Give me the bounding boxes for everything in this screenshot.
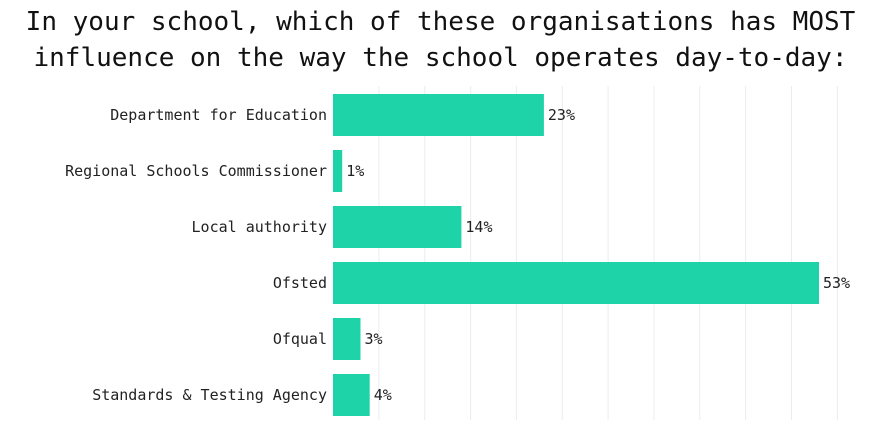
data-label-local-authority: 14% <box>465 218 492 236</box>
bar-ofqual <box>333 318 361 360</box>
bar-ofsted <box>333 262 819 304</box>
category-label-standards-testing-agency: Standards & Testing Agency <box>92 386 327 404</box>
bar-department-for-education <box>333 94 544 136</box>
bar-local-authority <box>333 206 462 248</box>
chart-title-line-2: influence on the way the school operates… <box>33 43 848 73</box>
chart-title: In your school, which of these organisat… <box>0 4 881 76</box>
gridlines <box>378 86 838 420</box>
chart-title-line-1: In your school, which of these organisat… <box>25 7 856 37</box>
data-label-ofsted: 53% <box>823 274 850 292</box>
category-label-ofsted: Ofsted <box>273 274 327 292</box>
data-labels: 23% 1% 14% 53% 3% 4% <box>346 106 850 404</box>
data-label-ofqual: 3% <box>365 330 383 348</box>
category-label-ofqual: Ofqual <box>273 330 327 348</box>
category-label-local-authority: Local authority <box>192 218 327 236</box>
bars <box>333 94 819 416</box>
category-labels: Department for Education Regional Schools… <box>65 106 327 404</box>
category-label-department-for-education: Department for Education <box>110 106 327 124</box>
bar-standards-testing-agency <box>333 374 370 416</box>
data-label-regional-schools-commissioner: 1% <box>346 162 364 180</box>
category-label-regional-schools-commissioner: Regional Schools Commissioner <box>65 162 327 180</box>
data-label-standards-testing-agency: 4% <box>374 386 392 404</box>
bar-regional-schools-commissioner <box>333 150 343 192</box>
data-label-department-for-education: 23% <box>548 106 575 124</box>
